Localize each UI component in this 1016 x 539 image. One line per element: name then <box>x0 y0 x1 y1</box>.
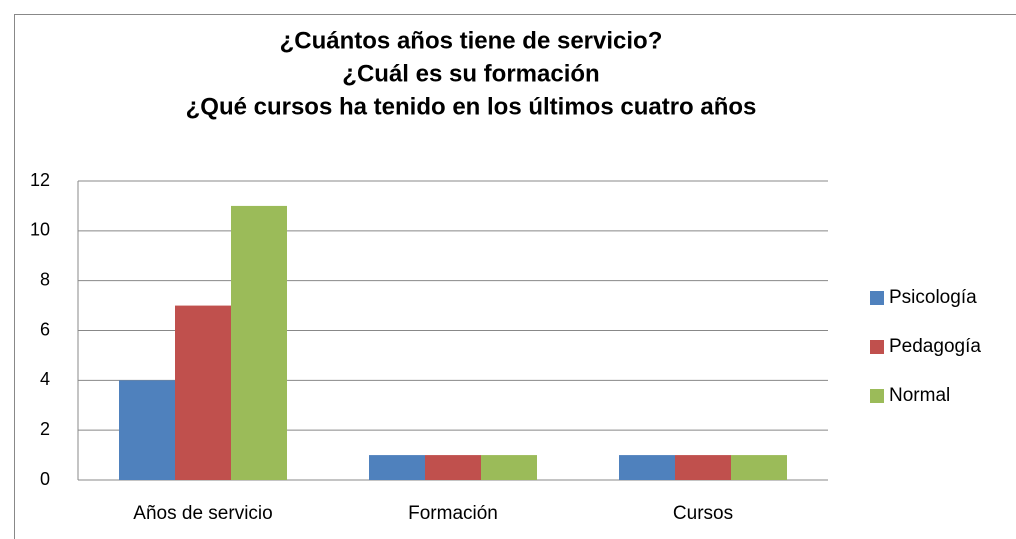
legend-label: Psicología <box>889 287 977 308</box>
y-tick-label: 0 <box>40 469 50 489</box>
x-tick-label: Formación <box>408 503 498 524</box>
legend-swatch <box>870 340 884 354</box>
y-tick-label: 12 <box>30 170 50 190</box>
y-tick-label: 4 <box>40 369 50 389</box>
chart-title: ¿Qué cursos ha tenido en los últimos cua… <box>186 93 757 120</box>
bar <box>675 455 731 480</box>
chart-title: ¿Cuántos años tiene de servicio? <box>280 27 663 54</box>
bar <box>231 205 287 480</box>
bar <box>175 305 231 480</box>
y-tick-label: 6 <box>40 319 50 339</box>
bar <box>481 455 537 480</box>
y-tick-label: 2 <box>40 419 50 439</box>
bar <box>731 455 787 480</box>
bar <box>619 455 675 480</box>
legend-label: Pedagogía <box>889 336 981 357</box>
bar <box>369 455 425 480</box>
bar <box>425 455 481 480</box>
chart-title: ¿Cuál es su formación <box>342 60 599 87</box>
legend-swatch <box>870 389 884 403</box>
y-tick-label: 10 <box>30 220 50 240</box>
x-tick-label: Años de servicio <box>133 503 272 524</box>
legend-label: Normal <box>889 385 950 406</box>
x-tick-label: Cursos <box>673 503 733 524</box>
bar <box>119 380 175 480</box>
chart-border <box>14 14 1016 539</box>
legend-swatch <box>870 291 884 305</box>
y-tick-label: 8 <box>40 269 50 289</box>
